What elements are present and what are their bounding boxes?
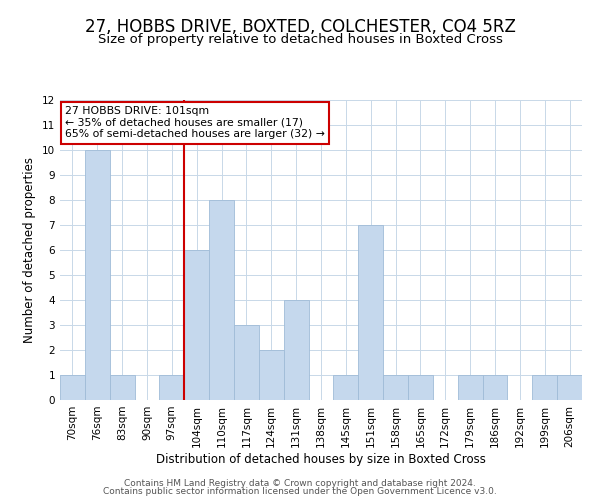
Bar (110, 375, 134, 400)
Bar (458, 375, 482, 400)
Bar (85, 150, 110, 400)
Bar (209, 200, 234, 400)
Y-axis label: Number of detached properties: Number of detached properties (23, 157, 37, 343)
Text: Contains HM Land Registry data © Crown copyright and database right 2024.: Contains HM Land Registry data © Crown c… (124, 478, 476, 488)
X-axis label: Distribution of detached houses by size in Boxted Cross: Distribution of detached houses by size … (156, 452, 486, 466)
Bar (557, 375, 582, 400)
Bar (60, 375, 85, 400)
Text: 27 HOBBS DRIVE: 101sqm
← 35% of detached houses are smaller (17)
65% of semi-det: 27 HOBBS DRIVE: 101sqm ← 35% of detached… (65, 106, 325, 139)
Bar (532, 375, 557, 400)
Text: Size of property relative to detached houses in Boxted Cross: Size of property relative to detached ho… (98, 32, 502, 46)
Bar (334, 375, 358, 400)
Bar (408, 375, 433, 400)
Text: Contains public sector information licensed under the Open Government Licence v3: Contains public sector information licen… (103, 487, 497, 496)
Bar (284, 300, 308, 400)
Bar (160, 375, 184, 400)
Bar (234, 325, 259, 400)
Bar (482, 375, 508, 400)
Text: 27, HOBBS DRIVE, BOXTED, COLCHESTER, CO4 5RZ: 27, HOBBS DRIVE, BOXTED, COLCHESTER, CO4… (85, 18, 515, 36)
Bar (184, 250, 209, 400)
Bar (358, 225, 383, 400)
Bar (383, 375, 408, 400)
Bar (259, 350, 284, 400)
